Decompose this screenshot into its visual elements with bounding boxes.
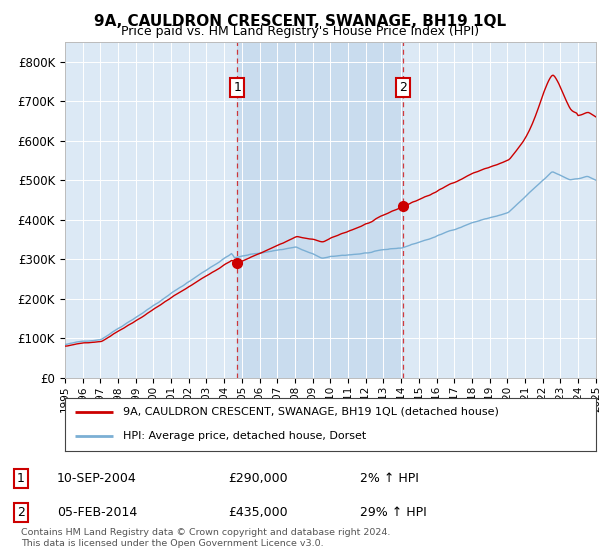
Text: £435,000: £435,000 (228, 506, 287, 519)
Text: 2: 2 (398, 81, 407, 94)
Text: 1: 1 (17, 472, 25, 486)
Text: 9A, CAULDRON CRESCENT, SWANAGE, BH19 1QL: 9A, CAULDRON CRESCENT, SWANAGE, BH19 1QL (94, 14, 506, 29)
Bar (238, 42, 403, 378)
Text: £290,000: £290,000 (228, 472, 287, 486)
Text: 2% ↑ HPI: 2% ↑ HPI (360, 472, 419, 486)
Text: 1: 1 (233, 81, 241, 94)
Text: Price paid vs. HM Land Registry's House Price Index (HPI): Price paid vs. HM Land Registry's House … (121, 25, 479, 38)
Text: 29% ↑ HPI: 29% ↑ HPI (360, 506, 427, 519)
Text: HPI: Average price, detached house, Dorset: HPI: Average price, detached house, Dors… (123, 431, 367, 441)
Text: 05-FEB-2014: 05-FEB-2014 (57, 506, 137, 519)
Text: 9A, CAULDRON CRESCENT, SWANAGE, BH19 1QL (detached house): 9A, CAULDRON CRESCENT, SWANAGE, BH19 1QL… (123, 407, 499, 417)
Text: 2: 2 (17, 506, 25, 519)
Text: Contains HM Land Registry data © Crown copyright and database right 2024.
This d: Contains HM Land Registry data © Crown c… (21, 528, 391, 548)
Text: 10-SEP-2004: 10-SEP-2004 (57, 472, 137, 486)
